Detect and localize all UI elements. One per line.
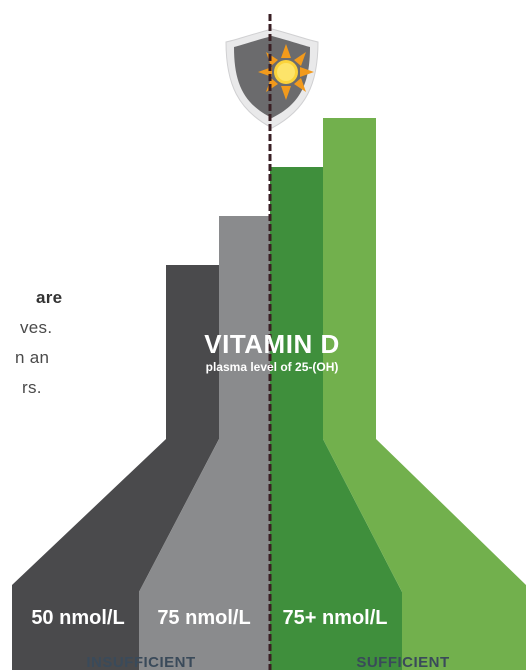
sun-icon (258, 44, 314, 100)
level-label-75: 75 nmol/L (157, 607, 250, 629)
shield-icon (225, 28, 319, 129)
side-text-line-3: n an (15, 348, 50, 367)
bar-light-green (323, 118, 526, 670)
side-text-line-4: rs. (22, 378, 42, 397)
bar-mid-gray (139, 216, 270, 592)
side-text-line-2: ves. (20, 318, 53, 337)
subtitle: plasma level of 25-(OH) (206, 360, 339, 374)
category-sufficient: SUFFICIENT (356, 654, 449, 670)
title: VITAMIN D (204, 329, 339, 359)
category-insufficient: INSUFFICIENT (86, 654, 195, 670)
level-label-50: 50 nmol/L (31, 607, 124, 629)
bar-mid-gray-base (139, 592, 270, 670)
side-text-line-1: are (36, 288, 63, 307)
bar-dark-gray (12, 265, 219, 670)
level-label-75-plus: 75+ nmol/L (282, 607, 387, 629)
bar-dark-green (270, 167, 402, 670)
